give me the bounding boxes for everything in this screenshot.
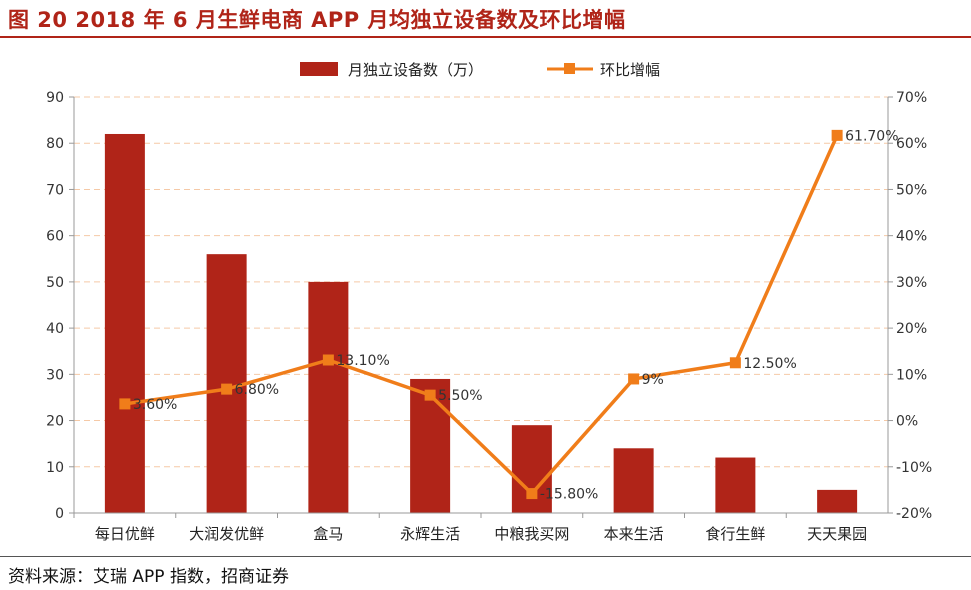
y2-tick-label: 30% — [896, 275, 927, 291]
data-label: 3.60% — [133, 397, 177, 413]
combo-chart: 0 10 20 30 40 50 60 70 80 90 -20% -10% 0% 10% 20% 30% 4… — [46, 61, 932, 543]
y2-tick-label: 0% — [896, 414, 918, 430]
bar — [715, 457, 756, 513]
bar — [308, 281, 349, 513]
growth-line-path — [124, 134, 839, 496]
y-tick-label: 60 — [46, 229, 64, 245]
bar — [817, 489, 858, 513]
category-label: 永辉生活 — [400, 525, 460, 543]
legend-bar-swatch — [300, 62, 338, 76]
category-label: 本来生活 — [604, 525, 664, 543]
y2-tick-label: 70% — [896, 90, 927, 106]
bar — [104, 133, 145, 513]
data-label: 13.10% — [336, 353, 389, 369]
category-label: 天天果园 — [807, 525, 867, 543]
y-tick-label: 20 — [46, 414, 64, 430]
y-tick-label: 70 — [46, 182, 64, 198]
y-tick-label: 0 — [55, 506, 64, 522]
bar — [613, 448, 654, 513]
line-marker — [424, 389, 436, 401]
legend-bar-label: 月独立设备数（万） — [348, 61, 483, 79]
category-label: 中粮我买网 — [494, 525, 569, 543]
y2-tick-label: 20% — [896, 321, 927, 337]
y2-tick-label: 10% — [896, 367, 927, 383]
bars — [104, 133, 858, 513]
source-rule — [0, 556, 971, 557]
line-marker — [119, 398, 131, 410]
data-label: 12.50% — [743, 356, 796, 372]
title-rule — [0, 36, 971, 38]
line-marker — [322, 354, 334, 366]
y-tick-label: 10 — [46, 460, 64, 476]
line-marker — [628, 373, 640, 385]
data-label: 61.70% — [845, 128, 898, 144]
data-label: 5.50% — [438, 388, 482, 404]
page-title: 图 20 2018 年 6 月生鲜电商 APP 月均独立设备数及环比增幅 — [8, 8, 626, 32]
data-labels: 3.60% 6.80% 13.10% 5.50% -15.80% 9% 12.50% 61.7… — [133, 128, 899, 502]
y2-tick-label: 50% — [896, 182, 927, 198]
y2-tick-label: 40% — [896, 229, 927, 245]
line-marker — [221, 383, 233, 395]
category-labels: 每日优鲜 大润发优鲜 盒马 永辉生活 中粮我买网 本来生活 食行生鲜 天天果园 — [73, 513, 867, 543]
category-label: 盒马 — [313, 525, 343, 543]
y-tick-label: 50 — [46, 275, 64, 291]
y2-tick-label: -20% — [896, 506, 932, 522]
y2-tick-labels: -20% -10% 0% 10% 20% 30% 40% 50% 60% 70% — [896, 90, 932, 522]
y2-tick-label: 60% — [896, 136, 927, 152]
y2-tick-label: -10% — [896, 460, 932, 476]
legend-line-marker — [564, 63, 575, 74]
data-label: 9% — [642, 372, 664, 388]
y-tick-label: 80 — [46, 136, 64, 152]
legend-line-label: 环比增幅 — [600, 61, 660, 79]
line-marker — [729, 357, 741, 369]
growth-line — [119, 129, 843, 500]
y-tick-label: 40 — [46, 321, 64, 337]
source-note: 资料来源：艾瑞 APP 指数，招商证券 — [8, 567, 289, 587]
bar — [410, 378, 451, 513]
gridlines — [69, 96, 893, 514]
y-tick-label: 30 — [46, 367, 64, 383]
y-tick-labels: 0 10 20 30 40 50 60 70 80 90 — [46, 90, 64, 522]
axes — [73, 97, 889, 514]
y-tick-label: 90 — [46, 90, 64, 106]
data-label: 6.80% — [235, 382, 279, 398]
category-label: 食行生鲜 — [705, 525, 765, 543]
data-label: -15.80% — [540, 487, 598, 503]
category-label: 每日优鲜 — [95, 525, 155, 543]
category-label: 大润发优鲜 — [189, 525, 264, 543]
legend: 月独立设备数（万） 环比增幅 — [300, 61, 660, 79]
line-marker — [831, 129, 843, 141]
line-marker — [526, 488, 538, 500]
